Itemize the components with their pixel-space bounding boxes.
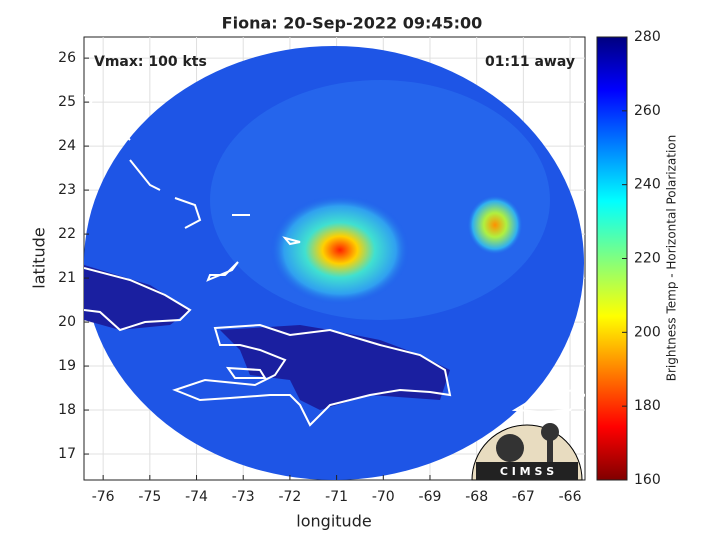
x-axis-label: longitude: [296, 512, 371, 531]
y-tick-label: 26: [58, 50, 76, 66]
colorbar-tick-label: 220: [634, 251, 661, 267]
x-tick-label: -67: [512, 489, 535, 505]
y-tick-label: 25: [58, 94, 76, 110]
x-tick-label: -72: [278, 489, 301, 505]
chart-title: Fiona: 20-Sep-2022 09:45:00: [222, 14, 483, 33]
y-tick-label: 21: [58, 270, 76, 286]
x-tick-label: -74: [185, 489, 208, 505]
x-tick-label: -70: [372, 489, 395, 505]
x-tick-label: -68: [465, 489, 488, 505]
colorbar-label: Brightness Temp - Horizontal Polarizatio…: [665, 135, 679, 382]
y-axis-label: latitude: [30, 227, 49, 288]
logo-text: C I M S S: [500, 465, 554, 478]
x-tick-label: -66: [559, 489, 582, 505]
y-tick-label: 18: [58, 402, 76, 418]
x-tick-label: -73: [232, 489, 255, 505]
y-tick-label: 22: [58, 226, 76, 242]
vmax-annotation: Vmax: 100 kts: [94, 54, 207, 70]
colorbar-tick-label: 280: [634, 29, 661, 45]
x-tick-label: -75: [138, 489, 161, 505]
x-tick-label: -69: [419, 489, 442, 505]
time-annotation: 01:11 away: [485, 54, 575, 70]
x-tick-label: -71: [325, 489, 348, 505]
y-tick-label: 19: [58, 358, 76, 374]
y-tick-label: 23: [58, 182, 76, 198]
colorbar-tick-label: 180: [634, 398, 661, 414]
cimss-logo: C I M S S: [471, 423, 583, 481]
colorbar-tick-label: 260: [634, 103, 661, 119]
colorbar-tick-label: 160: [634, 472, 661, 488]
x-tick-label: -76: [92, 489, 115, 505]
y-tick-label: 24: [58, 138, 76, 154]
y-tick-label: 20: [58, 314, 76, 330]
colorbar-tick-label: 240: [634, 177, 661, 193]
y-tick-label: 17: [58, 446, 76, 462]
colorbar-tick-label: 200: [634, 324, 661, 340]
brightness-image: [84, 46, 585, 480]
